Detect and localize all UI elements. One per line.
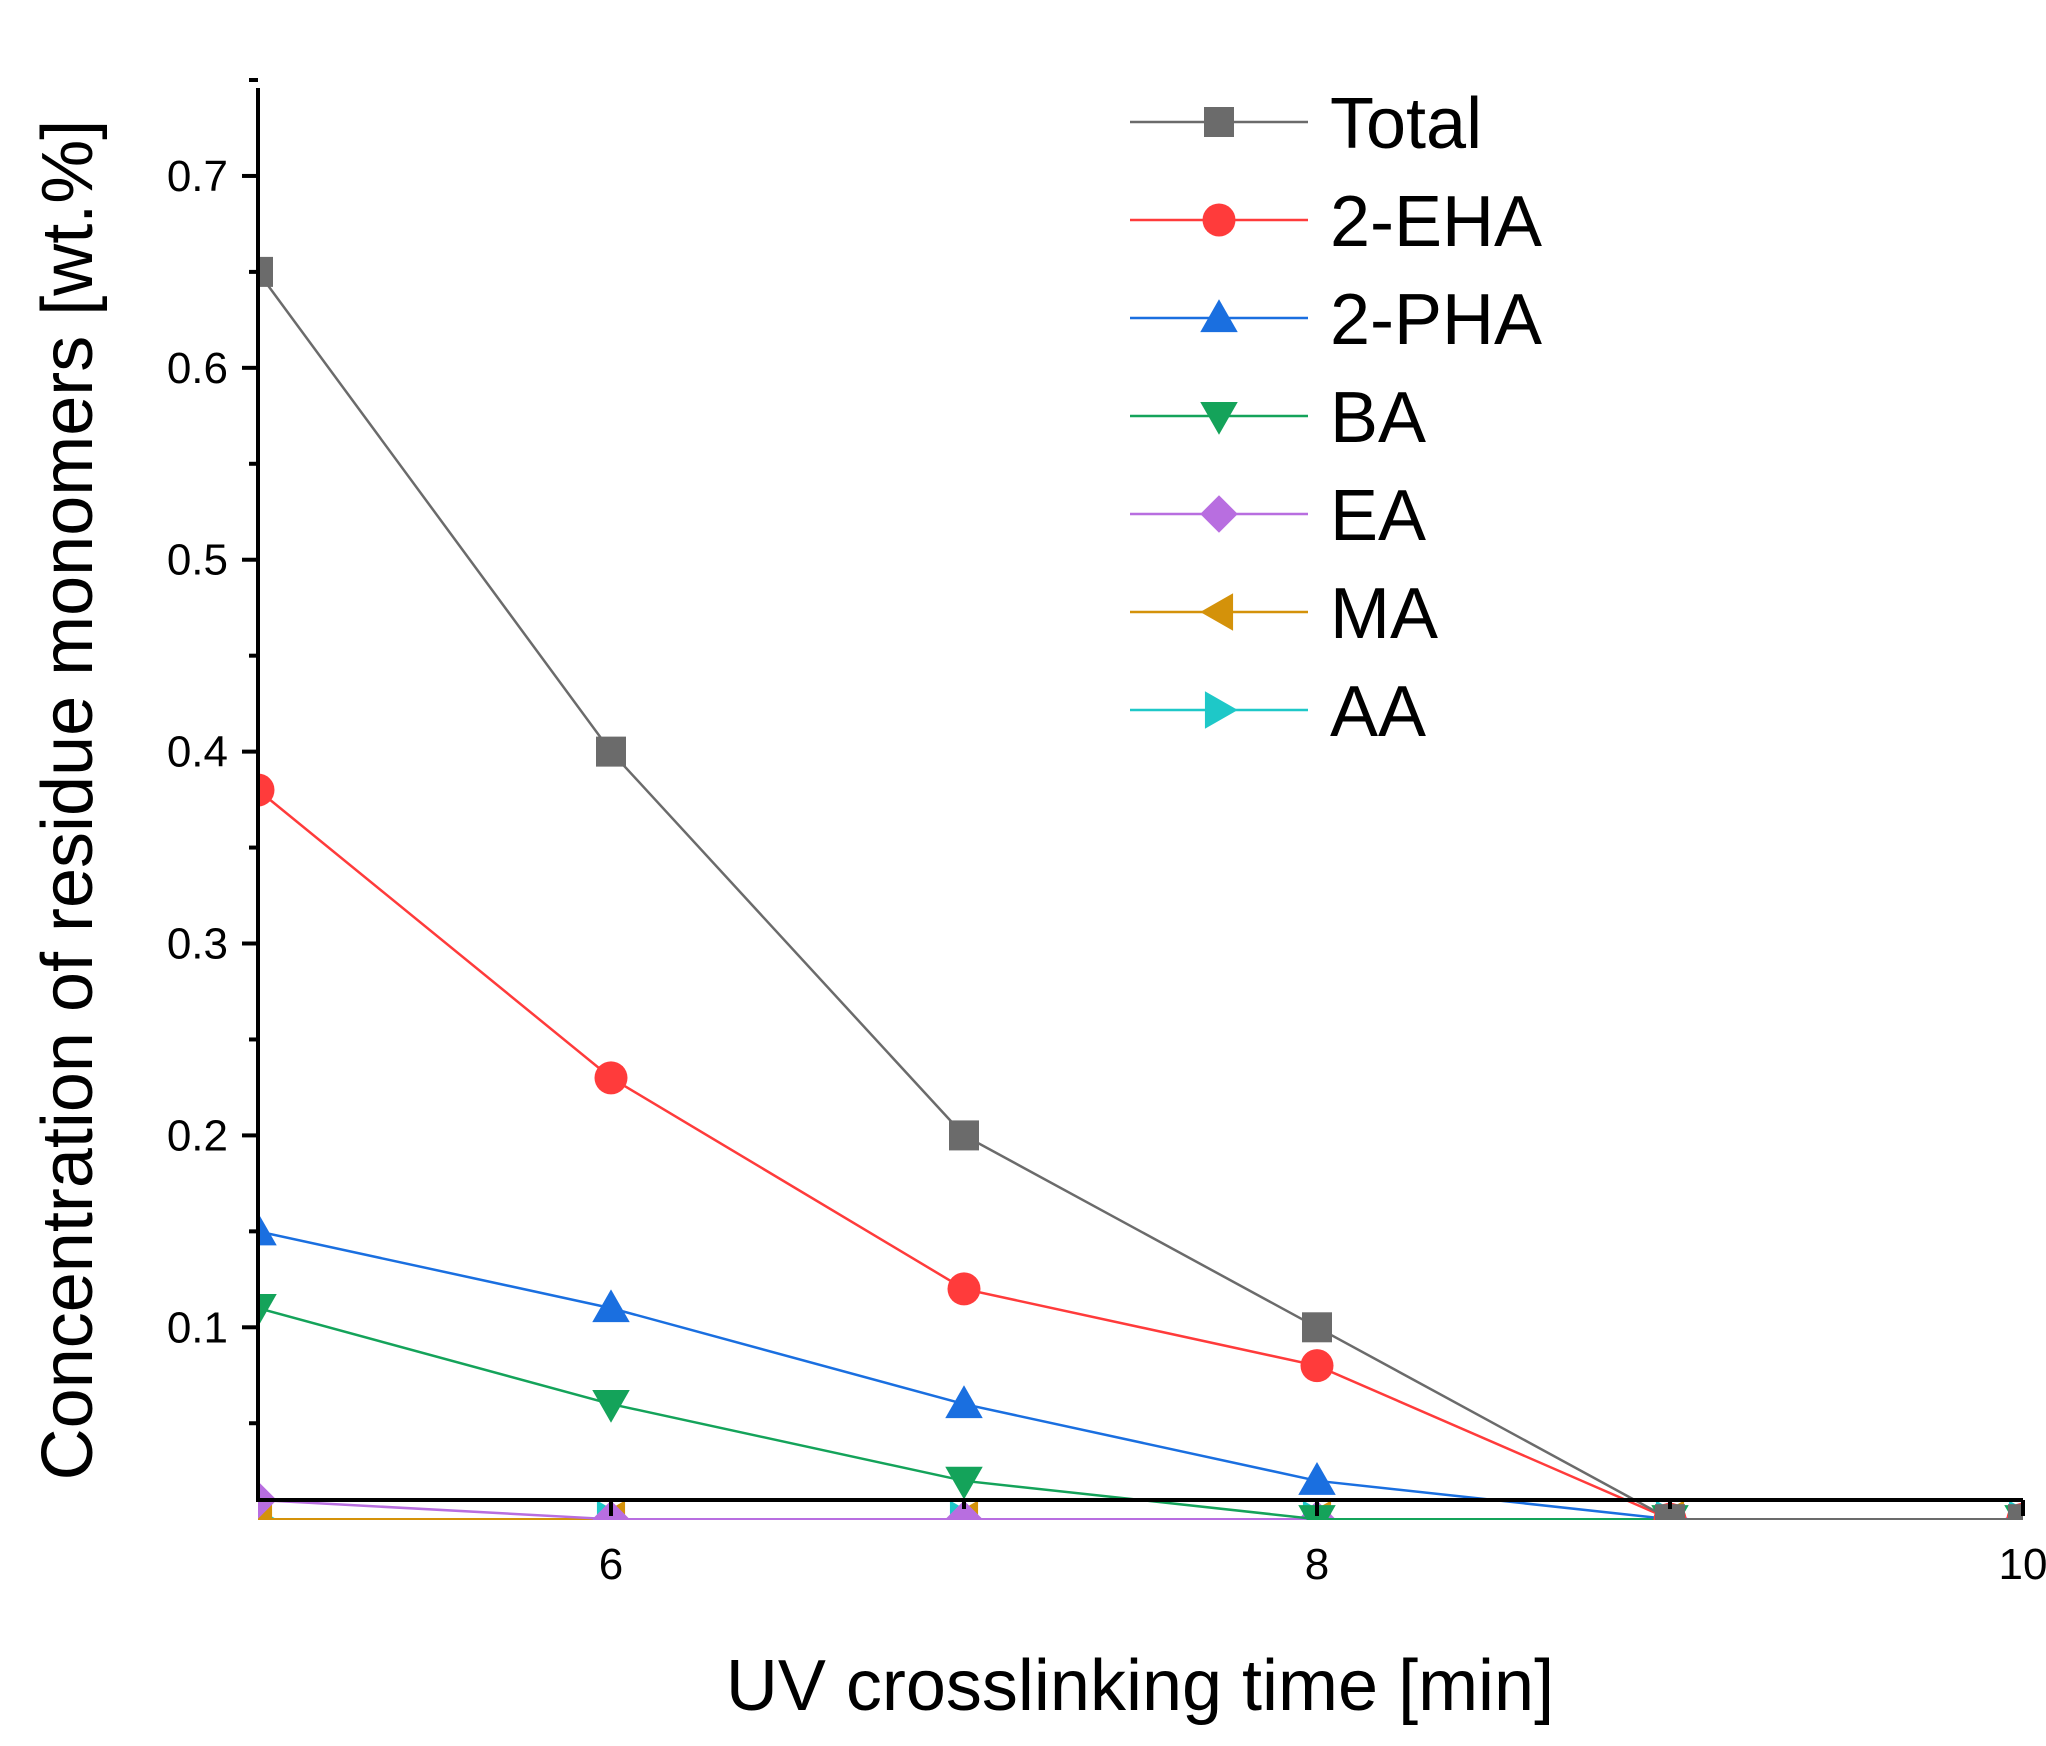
legend-marker bbox=[1202, 203, 1236, 237]
legend-label: MA bbox=[1330, 574, 1438, 654]
legend-item: AA bbox=[1130, 672, 1426, 752]
legend-marker bbox=[1200, 401, 1238, 435]
legend-label: Total bbox=[1330, 84, 1482, 164]
data-point bbox=[258, 1294, 277, 1327]
data-point bbox=[596, 736, 626, 767]
legend-item: 2-PHA bbox=[1130, 280, 1542, 360]
data-point bbox=[258, 256, 273, 287]
y-tick-label: 0.5 bbox=[167, 536, 228, 585]
data-point bbox=[949, 1120, 979, 1151]
data-point bbox=[945, 1500, 983, 1520]
series-line bbox=[258, 1498, 2023, 1520]
legend-item: MA bbox=[1130, 574, 1438, 654]
data-point bbox=[1300, 1349, 1334, 1383]
legend-item: EA bbox=[1130, 476, 1426, 556]
series-line bbox=[258, 1230, 2023, 1520]
data-point bbox=[594, 1061, 628, 1095]
series-2-eha bbox=[258, 773, 2023, 1520]
y-tick-label: 0.4 bbox=[167, 728, 228, 777]
series-ea bbox=[258, 1481, 2023, 1520]
legend-label: EA bbox=[1330, 476, 1426, 556]
y-tick-label: 0.1 bbox=[167, 1303, 228, 1352]
data-point bbox=[1655, 1504, 1685, 1520]
legend-marker bbox=[1200, 495, 1238, 533]
series-line bbox=[258, 789, 2023, 1520]
legend-marker bbox=[1200, 299, 1238, 333]
legend-label: AA bbox=[1330, 672, 1426, 752]
data-point bbox=[947, 1272, 981, 1306]
legend-item: 2-EHA bbox=[1130, 182, 1542, 262]
data-point bbox=[1298, 1462, 1336, 1495]
data-point bbox=[592, 1289, 630, 1323]
legend-label: 2-EHA bbox=[1330, 182, 1542, 262]
legend-marker bbox=[1204, 691, 1238, 729]
data-point bbox=[1302, 1312, 1332, 1343]
legend-marker bbox=[1204, 107, 1234, 137]
data-point bbox=[258, 1212, 277, 1246]
x-tick-label: 6 bbox=[599, 1540, 623, 1589]
legend-item: BA bbox=[1130, 378, 1426, 458]
series-2-pha bbox=[258, 1212, 2023, 1520]
legend: Total 2-EHA 2-PHA BA EA MA AA bbox=[1130, 84, 1542, 752]
data-point bbox=[945, 1385, 983, 1419]
data-point bbox=[945, 1466, 983, 1500]
series-total bbox=[258, 256, 2023, 1520]
axes bbox=[256, 88, 2023, 1502]
y-tick-label: 0.6 bbox=[167, 344, 228, 393]
y-tick-label: 0.7 bbox=[167, 152, 228, 201]
x-axis-title: UV crosslinking time [min] bbox=[726, 1646, 1554, 1726]
y-tick-label: 0.2 bbox=[167, 1111, 228, 1160]
x-tick-label: 8 bbox=[1305, 1540, 1329, 1589]
legend-label: BA bbox=[1330, 378, 1426, 458]
x-tick-label: 10 bbox=[1999, 1540, 2046, 1589]
legend-marker bbox=[1200, 593, 1234, 631]
data-point bbox=[2008, 1504, 2023, 1520]
y-tick-label: 0.3 bbox=[167, 920, 228, 969]
data-point bbox=[592, 1389, 630, 1423]
legend-item: Total bbox=[1130, 84, 1482, 164]
y-axis-title: Concentration of residue monomers [wt.%] bbox=[28, 120, 108, 1481]
series-line bbox=[258, 1306, 2023, 1520]
ticks-layer: 0.1 0.2 0.3 0.4 0.5 0.6 0.7 6 8 10 bbox=[167, 78, 2046, 1589]
legend-label: 2-PHA bbox=[1330, 280, 1542, 360]
series-layer bbox=[258, 256, 2023, 1520]
data-point bbox=[258, 773, 275, 807]
series-line bbox=[258, 271, 2023, 1520]
